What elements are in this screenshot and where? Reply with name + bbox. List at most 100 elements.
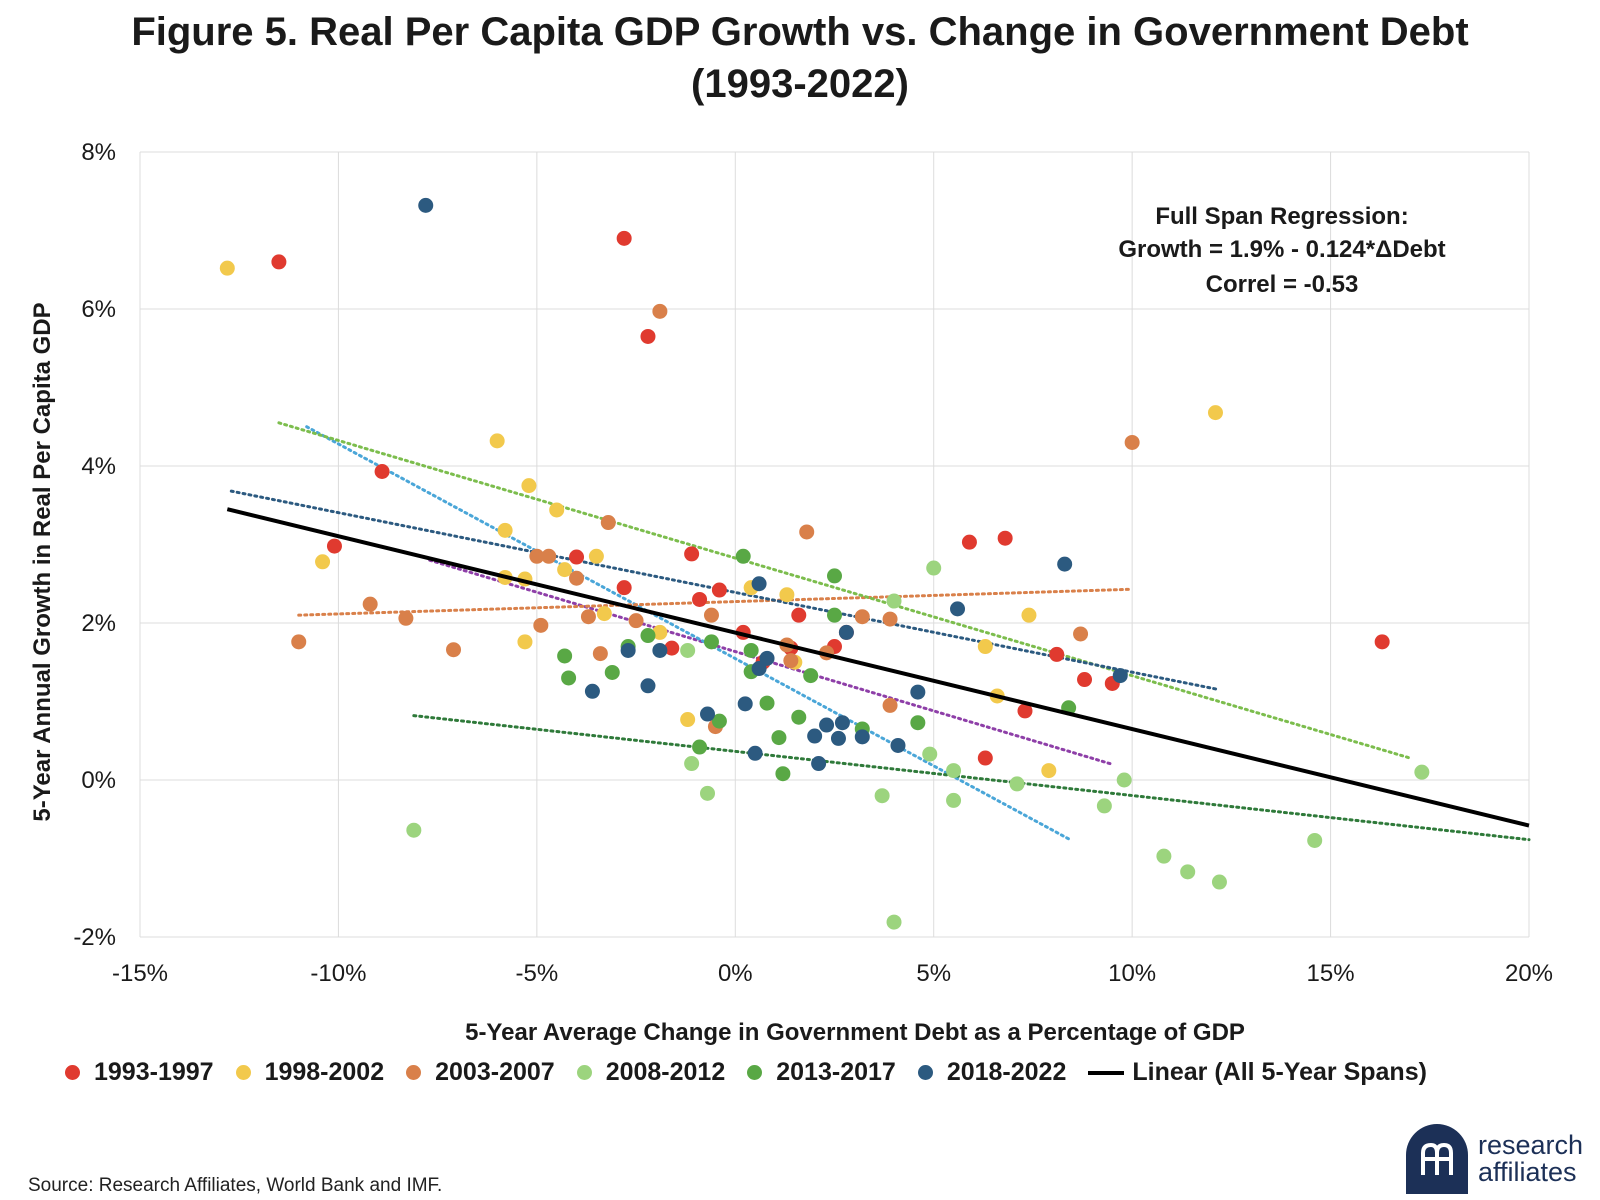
point-2018-2022: [737, 696, 753, 712]
point-2008-2012: [1180, 864, 1196, 880]
annotation-line3: Correl = -0.53: [1206, 271, 1359, 298]
point-2003-2007: [882, 697, 898, 713]
point-1998-2002: [315, 554, 331, 570]
logo-text-line1: research: [1478, 1130, 1584, 1160]
point-2003-2007: [592, 646, 608, 662]
point-2018-2022: [890, 737, 906, 753]
point-2008-2012: [1116, 772, 1132, 788]
y-axis-title: 5-Year Annual Growth in Real Per Capita …: [29, 302, 56, 821]
point-2013-2017: [692, 739, 708, 755]
point-2018-2022: [584, 683, 600, 699]
x-tick-label: 5%: [916, 960, 951, 987]
point-1993-1997: [684, 546, 700, 562]
point-2018-2022: [700, 706, 716, 722]
legend-label: 1998-2002: [264, 1058, 385, 1086]
point-2008-2012: [926, 560, 942, 576]
point-2018-2022: [640, 678, 656, 694]
point-2013-2017: [827, 568, 842, 584]
point-1998-2002: [588, 548, 604, 564]
point-1998-2002: [652, 624, 668, 640]
point-2018-2022: [854, 729, 870, 745]
point-1998-2002: [596, 606, 612, 622]
legend-item-2018-2022: 2018-2022: [917, 1058, 1067, 1087]
trendline-2008-2012: [277, 421, 1412, 760]
trendline-2003-2007: [297, 587, 1134, 617]
legend-label: 2013-2017: [776, 1058, 896, 1086]
point-1998-2002: [1207, 405, 1223, 421]
point-1993-1997: [664, 640, 680, 656]
x-tick-label: 10%: [1108, 960, 1156, 987]
legend: 1993-1997 1998-2002 2003-2007 2008-2012 …: [65, 1058, 1449, 1087]
x-tick-label: 20%: [1505, 960, 1553, 987]
point-2008-2012: [406, 822, 422, 838]
point-1993-1997: [616, 230, 632, 246]
point-1998-2002: [779, 587, 795, 603]
point-2003-2007: [541, 548, 557, 564]
point-2008-2012: [1096, 798, 1112, 814]
point-1998-2002: [549, 502, 565, 518]
chart-title-line1: Figure 5. Real Per Capita GDP Growth vs.…: [131, 10, 1469, 54]
regression-annotation: Full Span Regression: Growth = 1.9% - 0.…: [1118, 203, 1445, 298]
logo-mark-icon: [1406, 1124, 1468, 1194]
point-2018-2022: [751, 576, 767, 592]
point-1993-1997: [1077, 672, 1093, 688]
legend-label: 2018-2022: [946, 1058, 1067, 1086]
point-2008-2012: [886, 593, 902, 609]
point-1993-1997: [791, 607, 807, 623]
point-2003-2007: [446, 642, 462, 658]
point-1993-1997: [1017, 703, 1033, 719]
point-1993-1997: [711, 582, 727, 598]
gridlines: [139, 151, 1530, 938]
point-2013-2017: [743, 642, 759, 658]
point-2018-2022: [910, 684, 926, 700]
point-1993-1997: [374, 463, 390, 479]
x-axis-title: 5-Year Average Change in Government Debt…: [465, 1019, 1245, 1046]
y-tick-label: 4%: [81, 453, 116, 480]
legend-item-1993-1997: 1993-1997: [65, 1058, 214, 1087]
point-2003-2007: [580, 609, 596, 625]
y-tick-label: -2%: [73, 924, 116, 951]
point-2013-2017: [827, 607, 842, 623]
point-2003-2007: [783, 653, 799, 669]
legend-line-marker: [1088, 1070, 1125, 1075]
point-2013-2017: [771, 730, 787, 746]
point-1993-1997: [616, 580, 632, 596]
legend-label: 1993-1997: [94, 1058, 214, 1086]
legend-marker: [235, 1065, 251, 1080]
source-note: Source: Research Affiliates, World Bank …: [28, 1175, 443, 1196]
point-2008-2012: [700, 785, 716, 801]
chart-title: Figure 5. Real Per Capita GDP Growth vs.…: [0, 6, 1600, 110]
logo-glyph-icon: [1421, 1142, 1453, 1175]
annotation-line2: Growth = 1.9% - 0.124*ΔDebt: [1118, 236, 1445, 263]
annotation-line1: Full Span Regression:: [1155, 203, 1408, 230]
point-1998-2002: [680, 712, 696, 728]
legend-marker: [406, 1065, 422, 1080]
x-tick-label: -15%: [112, 960, 168, 987]
tick-labels: -15% -10% -5% 0% 5% 10% 15% 20% -2% 0% 2% 4% 6% 8%: [73, 139, 1553, 987]
point-1993-1997: [1374, 634, 1390, 650]
x-tick-label: 0%: [718, 960, 753, 987]
point-2003-2007: [529, 548, 545, 564]
point-2008-2012: [946, 792, 962, 808]
point-2003-2007: [799, 524, 815, 540]
point-2013-2017: [735, 548, 751, 564]
point-2013-2017: [711, 713, 727, 729]
point-1998-2002: [1041, 763, 1057, 779]
point-2018-2022: [751, 661, 767, 677]
point-2003-2007: [398, 610, 414, 626]
legend-item-2008-2012: 2008-2012: [576, 1058, 725, 1087]
point-2013-2017: [604, 664, 620, 680]
trendlines: [229, 421, 1531, 842]
point-2003-2007: [291, 634, 307, 650]
x-tick-label: 15%: [1307, 960, 1355, 987]
point-2018-2022: [838, 624, 854, 640]
legend-marker: [747, 1065, 763, 1080]
point-2008-2012: [1414, 764, 1430, 780]
y-tick-label: 0%: [81, 767, 116, 794]
legend-item-2013-2017: 2013-2017: [747, 1058, 896, 1087]
y-tick-label: 8%: [81, 139, 116, 166]
point-1993-1997: [271, 254, 287, 270]
regression-line: [226, 507, 1530, 828]
point-2018-2022: [759, 650, 775, 666]
point-2018-2022: [950, 601, 966, 617]
